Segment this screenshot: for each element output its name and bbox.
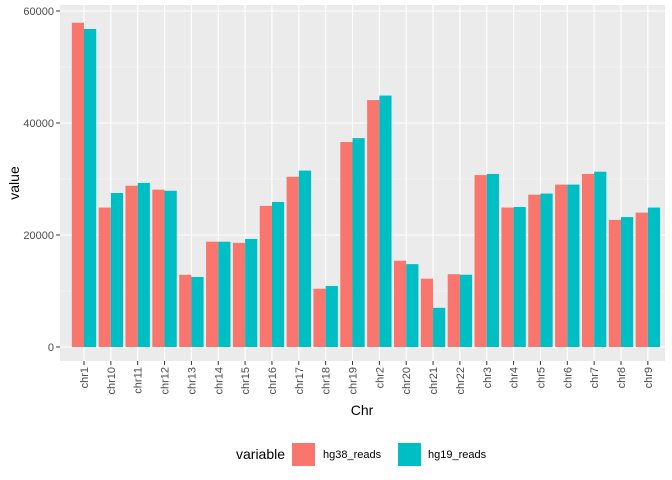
bar-hg19_reads-chr10 bbox=[110, 193, 124, 347]
x-tick-label: chr1 bbox=[79, 367, 91, 388]
x-tick-label: chr12 bbox=[160, 367, 172, 395]
bar-hg38_reads-chr20 bbox=[394, 260, 407, 347]
bar-hg19_reads-chr11 bbox=[137, 182, 150, 347]
x-tick-label: chr4 bbox=[509, 367, 521, 388]
bar-hg19_reads-chr4 bbox=[513, 207, 526, 347]
x-tick-label: chr18 bbox=[321, 367, 333, 395]
bar-hg19_reads-chr6 bbox=[567, 184, 580, 347]
y-tick-label: 60000 bbox=[23, 6, 54, 18]
bar-hg38_reads-chr6 bbox=[555, 184, 568, 347]
bar-hg38_reads-chr8 bbox=[608, 219, 621, 347]
legend: variable hg38_reads hg19_reads bbox=[236, 443, 487, 466]
x-tick-label: chr22 bbox=[455, 367, 467, 395]
x-tick-label: chr16 bbox=[267, 367, 279, 395]
x-tick-label: chr15 bbox=[240, 367, 252, 395]
bar-hg19_reads-chr8 bbox=[621, 217, 634, 347]
bar-hg19_reads-chr18 bbox=[325, 285, 338, 347]
legend-label-hg38: hg38_reads bbox=[323, 449, 382, 461]
bar-hg19_reads-chr12 bbox=[164, 190, 177, 347]
y-axis-ticks: 0 20000 40000 60000 bbox=[23, 6, 60, 354]
bar-hg19_reads-chr14 bbox=[218, 241, 231, 347]
y-tick-label: 20000 bbox=[23, 230, 54, 242]
x-tick-label: chr8 bbox=[616, 367, 628, 388]
bar-hg19_reads-chr15 bbox=[245, 238, 258, 347]
x-axis-title: Chr bbox=[351, 402, 374, 418]
bar-hg38_reads-chr5 bbox=[528, 194, 541, 347]
bar-hg19_reads-chr22 bbox=[459, 274, 473, 347]
bar-hg19_reads-chr13 bbox=[191, 277, 204, 347]
x-tick-label: chr21 bbox=[428, 367, 440, 395]
bar-hg38_reads-chr16 bbox=[259, 205, 272, 347]
x-tick-label: chr14 bbox=[213, 367, 225, 395]
bar-hg38_reads-chr18 bbox=[313, 288, 326, 347]
x-tick-label: chr3 bbox=[482, 367, 494, 388]
y-tick-label: 0 bbox=[48, 342, 54, 354]
bar-hg19_reads-chr5 bbox=[540, 193, 553, 347]
bar-hg19_reads-chr16 bbox=[271, 201, 285, 347]
bar-hg19_reads-chr20 bbox=[406, 264, 419, 347]
bar-hg38_reads-chr3 bbox=[474, 175, 487, 347]
bar-hg38_reads-chr2 bbox=[367, 100, 380, 347]
bar-hg38_reads-chr21 bbox=[420, 278, 434, 347]
x-tick-label: chr5 bbox=[535, 367, 547, 388]
bar-hg38_reads-chr22 bbox=[447, 274, 460, 347]
bar-hg38_reads-chr17 bbox=[286, 176, 299, 347]
bar-hg19_reads-chr9 bbox=[647, 207, 661, 347]
x-tick-label: chr20 bbox=[401, 367, 413, 395]
y-axis-title: value bbox=[6, 166, 22, 200]
bar-hg19_reads-chr19 bbox=[352, 138, 365, 347]
y-tick-label: 40000 bbox=[23, 118, 54, 130]
x-tick-label: chr19 bbox=[348, 367, 360, 395]
bar-hg38_reads-chr15 bbox=[232, 242, 246, 347]
bar-hg38_reads-chr14 bbox=[206, 241, 219, 347]
x-tick-label: chr7 bbox=[589, 367, 601, 388]
bars bbox=[71, 22, 661, 347]
bar-hg19_reads-chr7 bbox=[594, 171, 607, 347]
bar-hg19_reads-chr2 bbox=[379, 95, 392, 347]
x-axis-ticks: chr1 chr10 chr11 chr12 chr13 chr14 chr15 chr16 c… bbox=[79, 361, 655, 395]
bar-hg38_reads-chr19 bbox=[340, 142, 353, 347]
legend-title: variable bbox=[236, 446, 285, 462]
x-tick-label: chr13 bbox=[186, 367, 198, 395]
legend-label-hg19: hg19_reads bbox=[428, 449, 487, 461]
x-tick-label: chr17 bbox=[294, 367, 306, 395]
legend-key-hg19 bbox=[398, 443, 421, 466]
x-tick-label: chr6 bbox=[562, 367, 574, 388]
bar-hg38_reads-chr10 bbox=[98, 207, 111, 347]
legend-key-hg38 bbox=[292, 443, 315, 466]
bar-hg38_reads-chr1 bbox=[71, 22, 84, 347]
bar-hg38_reads-chr4 bbox=[501, 207, 514, 347]
bar-hg19_reads-chr3 bbox=[486, 173, 499, 347]
x-tick-label: chr11 bbox=[133, 367, 145, 394]
bar-hg38_reads-chr9 bbox=[635, 212, 648, 347]
bar-hg19_reads-chr17 bbox=[298, 170, 311, 347]
bar-hg38_reads-chr7 bbox=[581, 173, 595, 347]
bar-hg38_reads-chr13 bbox=[179, 274, 192, 347]
x-tick-label: chr10 bbox=[106, 367, 118, 395]
x-tick-label: chr2 bbox=[374, 367, 386, 388]
bar-hg19_reads-chr1 bbox=[84, 28, 97, 347]
bar-hg19_reads-chr21 bbox=[433, 307, 446, 347]
bar-hg38_reads-chr11 bbox=[125, 185, 138, 347]
x-tick-label: chr9 bbox=[643, 367, 655, 388]
bar-hg38_reads-chr12 bbox=[152, 189, 165, 347]
